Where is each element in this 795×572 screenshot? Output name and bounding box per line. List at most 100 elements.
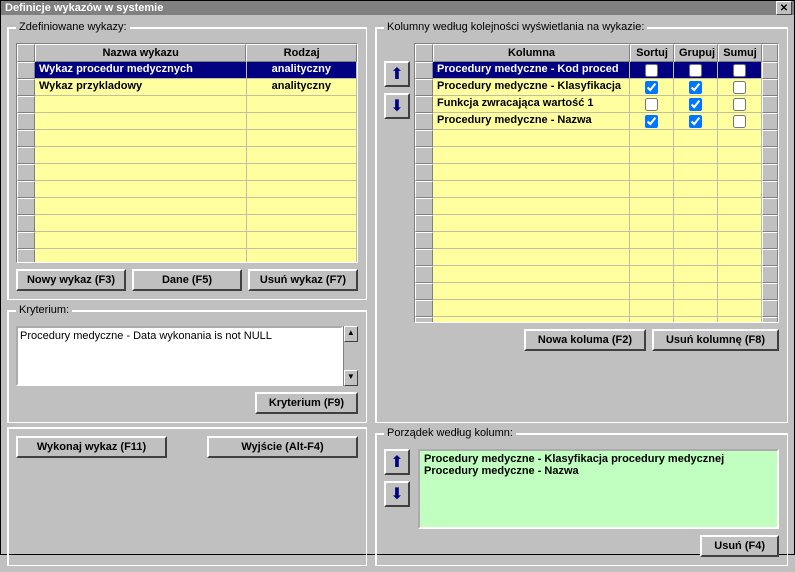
row-header: [415, 249, 433, 266]
table-row[interactable]: [17, 113, 357, 130]
table-row[interactable]: [17, 164, 357, 181]
cell-name: [35, 113, 247, 130]
table-row[interactable]: [415, 130, 778, 147]
cell-name: [35, 147, 247, 164]
col-sum-header: Sumuj: [718, 44, 762, 62]
row-header: [415, 317, 433, 322]
sum: [718, 113, 762, 130]
cell-name: [35, 130, 247, 147]
table-row[interactable]: Procedury medyczne - Nazwa: [415, 113, 778, 130]
delete-column-button[interactable]: Usuń kolumnę (F8): [652, 329, 779, 351]
table-row[interactable]: [415, 249, 778, 266]
cell-type: analityczny: [247, 62, 357, 79]
sum: [718, 62, 762, 79]
sort-checkbox[interactable]: [645, 81, 658, 94]
table-row[interactable]: Wykaz procedur medycznychanalityczny: [17, 62, 357, 79]
cell-column: [433, 181, 630, 198]
row-header: [17, 198, 35, 215]
sum-checkbox[interactable]: [733, 115, 746, 128]
table-row[interactable]: [17, 96, 357, 113]
table-row[interactable]: [415, 181, 778, 198]
criterion-button[interactable]: Kryterium (F9): [255, 392, 358, 414]
table-row[interactable]: [17, 249, 357, 262]
columns-grid[interactable]: Kolumna Sortuj Grupuj Sumuj Procedury me…: [414, 43, 779, 323]
list-item[interactable]: Procedury medyczne - Nazwa: [424, 465, 773, 477]
cell-type: analityczny: [247, 79, 357, 96]
table-row[interactable]: [415, 266, 778, 283]
table-row[interactable]: [17, 181, 357, 198]
table-row[interactable]: [415, 283, 778, 300]
cell-type: [247, 232, 357, 249]
cell-column: [433, 249, 630, 266]
table-row[interactable]: [17, 232, 357, 249]
row-header: [17, 181, 35, 198]
new-column-button[interactable]: Nowa koluma (F2): [524, 329, 646, 351]
cell-column: Procedury medyczne - Klasyfikacja: [433, 79, 630, 96]
cell-column: [433, 266, 630, 283]
group-checkbox[interactable]: [689, 64, 702, 77]
order-delete-button[interactable]: Usuń (F4): [700, 535, 779, 557]
table-row[interactable]: [415, 147, 778, 164]
move-up-button[interactable]: ⬆: [384, 61, 410, 87]
row-header: [415, 300, 433, 317]
content: Zdefiniowane wykazy: Nazwa wykazu Rodzaj…: [1, 15, 794, 572]
arrow-down-icon: ⬇: [390, 96, 403, 116]
exec-group: Wykonaj wykaz (F11) Wyjście (Alt-F4): [7, 427, 367, 566]
table-row[interactable]: [17, 147, 357, 164]
group: [674, 113, 718, 130]
row-header: [415, 96, 433, 113]
criterion-scrollbar[interactable]: ▲ ▼: [343, 326, 358, 386]
new-list-button[interactable]: Nowy wykaz (F3): [16, 269, 126, 291]
table-row[interactable]: [415, 300, 778, 317]
arrow-up-icon: ⬆: [390, 452, 403, 472]
scroll-up-icon[interactable]: ▲: [344, 326, 358, 342]
order-move-down-button[interactable]: ⬇: [384, 481, 410, 507]
exit-button[interactable]: Wyjście (Alt-F4): [207, 436, 358, 458]
data-button[interactable]: Dane (F5): [132, 269, 242, 291]
defined-grid[interactable]: Nazwa wykazu Rodzaj Wykaz procedur medyc…: [16, 43, 358, 263]
row-header: [415, 181, 433, 198]
group-checkbox[interactable]: [689, 98, 702, 111]
move-down-button[interactable]: ⬇: [384, 93, 410, 119]
order-move-up-button[interactable]: ⬆: [384, 449, 410, 475]
table-row[interactable]: Funkcja zwracająca wartość 1: [415, 96, 778, 113]
table-row[interactable]: [17, 198, 357, 215]
table-row[interactable]: [415, 215, 778, 232]
table-row[interactable]: [415, 164, 778, 181]
cell-name: [35, 164, 247, 181]
delete-list-button[interactable]: Usuń wykaz (F7): [248, 269, 358, 291]
sort-checkbox[interactable]: [645, 98, 658, 111]
table-row[interactable]: Procedury medyczne - Klasyfikacja: [415, 79, 778, 96]
table-row[interactable]: Procedury medyczne - Kod proced: [415, 62, 778, 79]
table-row[interactable]: [17, 130, 357, 147]
sum-checkbox[interactable]: [733, 98, 746, 111]
group-checkbox[interactable]: [689, 115, 702, 128]
order-list[interactable]: Procedury medyczne - Klasyfikacja proced…: [418, 449, 779, 529]
criterion-group: Kryterium: ▲ ▼ Kryterium (F9): [7, 304, 367, 423]
cell-column: Funkcja zwracająca wartość 1: [433, 96, 630, 113]
row-header: [17, 130, 35, 147]
table-row[interactable]: [415, 198, 778, 215]
scroll-down-icon[interactable]: ▼: [344, 370, 358, 386]
table-row[interactable]: [415, 232, 778, 249]
sort-checkbox[interactable]: [645, 64, 658, 77]
columns-grid-header: Kolumna Sortuj Grupuj Sumuj: [415, 44, 778, 62]
table-row[interactable]: Wykaz przykladowyanalityczny: [17, 79, 357, 96]
sum-checkbox[interactable]: [733, 81, 746, 94]
cell-type: [247, 164, 357, 181]
criterion-text[interactable]: [16, 326, 343, 386]
sum-checkbox[interactable]: [733, 64, 746, 77]
group-checkbox[interactable]: [689, 81, 702, 94]
cell-name: [35, 198, 247, 215]
order-group: Porządek według kolumn: ⬆ ⬇ Procedury me…: [375, 427, 788, 566]
cell-column: Procedury medyczne - Kod proced: [433, 62, 630, 79]
table-row[interactable]: [415, 317, 778, 322]
row-header: [415, 79, 433, 96]
close-button[interactable]: ✕: [776, 1, 792, 15]
table-row[interactable]: [17, 215, 357, 232]
cell-name: Wykaz przykladowy: [35, 79, 247, 96]
sort-checkbox[interactable]: [645, 115, 658, 128]
list-item[interactable]: Procedury medyczne - Klasyfikacja proced…: [424, 453, 773, 465]
cell-type: [247, 198, 357, 215]
run-button[interactable]: Wykonaj wykaz (F11): [16, 436, 167, 458]
